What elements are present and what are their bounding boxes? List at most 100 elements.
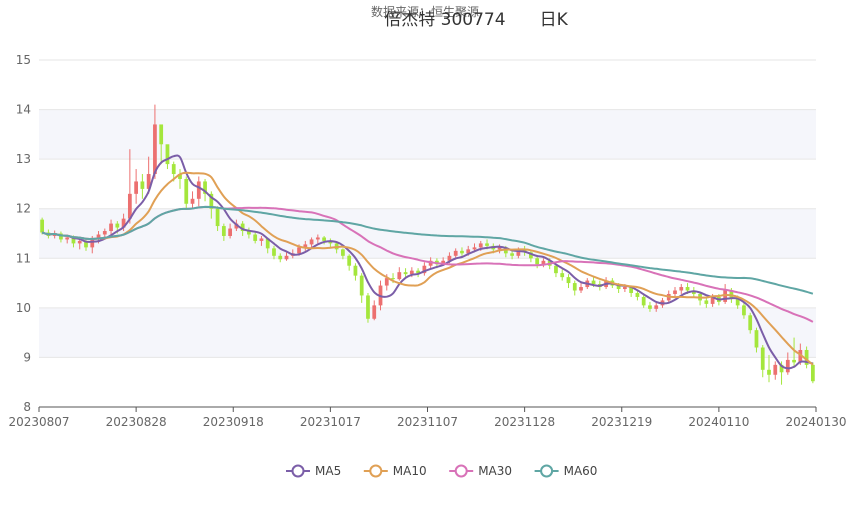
candle: [572, 280, 577, 296]
candle-body: [710, 296, 715, 304]
candle-body: [109, 223, 113, 232]
grid-band: [39, 208, 816, 259]
candle-body: [591, 280, 596, 285]
candle-body: [165, 144, 170, 165]
legend-marker: [540, 464, 554, 478]
candle-body: [554, 265, 558, 274]
candle-body: [397, 272, 402, 280]
candle: [579, 282, 583, 293]
candle-body: [65, 237, 70, 240]
candle-body: [272, 248, 276, 256]
chart-title: 倍杰特 300774 日K: [384, 10, 568, 30]
candle: [372, 300, 377, 321]
candle-body: [328, 240, 333, 244]
candle: [416, 268, 420, 278]
candle: [209, 191, 214, 219]
x-axis: 20230807 20230828 20230918 20231017 20231107…: [8, 406, 847, 429]
candle: [359, 273, 364, 303]
legend-item-ma10[interactable]: MA10: [363, 464, 427, 478]
chart-subtitle: 数据来源：恒生聚源: [371, 4, 479, 19]
candle: [804, 346, 809, 369]
legend-label: MA60: [564, 464, 598, 478]
candle-body: [171, 164, 176, 175]
candle-body: [572, 283, 577, 291]
candle-body: [685, 287, 690, 291]
candle: [77, 238, 82, 250]
candle-body: [735, 297, 740, 306]
candle-body: [466, 249, 471, 254]
x-tick-label: 20231017: [300, 415, 361, 429]
candle: [422, 262, 427, 276]
candle-body: [748, 315, 753, 331]
candle-body: [366, 295, 370, 319]
candle-body: [77, 240, 82, 244]
candle-body: [265, 238, 270, 249]
candle: [272, 245, 276, 260]
candle-body: [259, 238, 264, 241]
candle: [810, 362, 815, 384]
candle-body: [760, 347, 765, 370]
candle-body: [529, 252, 533, 259]
legend-marker: [369, 464, 383, 478]
candle-body: [140, 181, 145, 189]
legend-item-ma5[interactable]: MA5: [286, 464, 341, 478]
candle-body: [779, 364, 784, 373]
legend-item-ma60[interactable]: MA60: [534, 464, 598, 478]
candle-body: [359, 275, 364, 296]
candle-body: [409, 270, 414, 275]
candle-body: [754, 330, 759, 348]
legend[interactable]: MA5 MA10 MA30 MA60: [286, 464, 597, 478]
candle-body: [516, 249, 521, 256]
candle: [691, 287, 696, 298]
x-tick-label: 20231107: [397, 415, 458, 429]
legend-label: MA10: [393, 464, 427, 478]
candle: [673, 287, 677, 297]
candle: [785, 352, 790, 375]
candle-body: [478, 243, 483, 248]
y-tick-label: 14: [16, 103, 31, 117]
y-tick-label: 11: [16, 251, 31, 265]
series-line-ma5: [41, 154, 814, 370]
y-tick-label: 15: [16, 53, 31, 67]
candle-body: [535, 258, 540, 265]
candle-body: [353, 265, 358, 276]
candle: [792, 337, 796, 367]
legend-item-ma30[interactable]: MA30: [449, 464, 512, 478]
candle: [648, 301, 652, 312]
candle-body: [372, 305, 377, 319]
candle: [635, 290, 640, 301]
candle-body: [115, 223, 120, 228]
candle-body: [485, 243, 489, 246]
candle: [253, 231, 258, 244]
candle-body: [303, 244, 308, 248]
y-tick-label: 13: [16, 152, 31, 166]
candle-body: [90, 239, 95, 248]
x-tick-label: 20231128: [494, 415, 555, 429]
candle-body: [742, 305, 746, 316]
candle: [247, 227, 251, 239]
candle-body: [773, 364, 778, 375]
candle-body: [428, 260, 433, 266]
x-tick-label: 20240110: [688, 415, 749, 429]
candle: [153, 104, 157, 179]
y-axis: 8 9 10 11 12 13 14 15: [16, 53, 31, 414]
candle-body: [673, 290, 677, 294]
legend-marker: [291, 464, 305, 478]
candle-body: [153, 124, 157, 175]
candle-body: [792, 359, 796, 363]
x-tick-label: 20240130: [785, 415, 846, 429]
candle-body: [71, 237, 76, 244]
candle-body: [472, 247, 477, 250]
candle-body: [560, 273, 565, 278]
candle: [403, 268, 408, 279]
x-tick-label: 20230828: [106, 415, 167, 429]
candle-body: [322, 237, 326, 241]
candle: [341, 248, 345, 260]
candle-body: [228, 228, 232, 236]
candle: [315, 234, 320, 244]
candle-body: [96, 234, 101, 240]
candle: [196, 176, 201, 207]
candle: [215, 206, 220, 232]
candle: [146, 156, 151, 194]
